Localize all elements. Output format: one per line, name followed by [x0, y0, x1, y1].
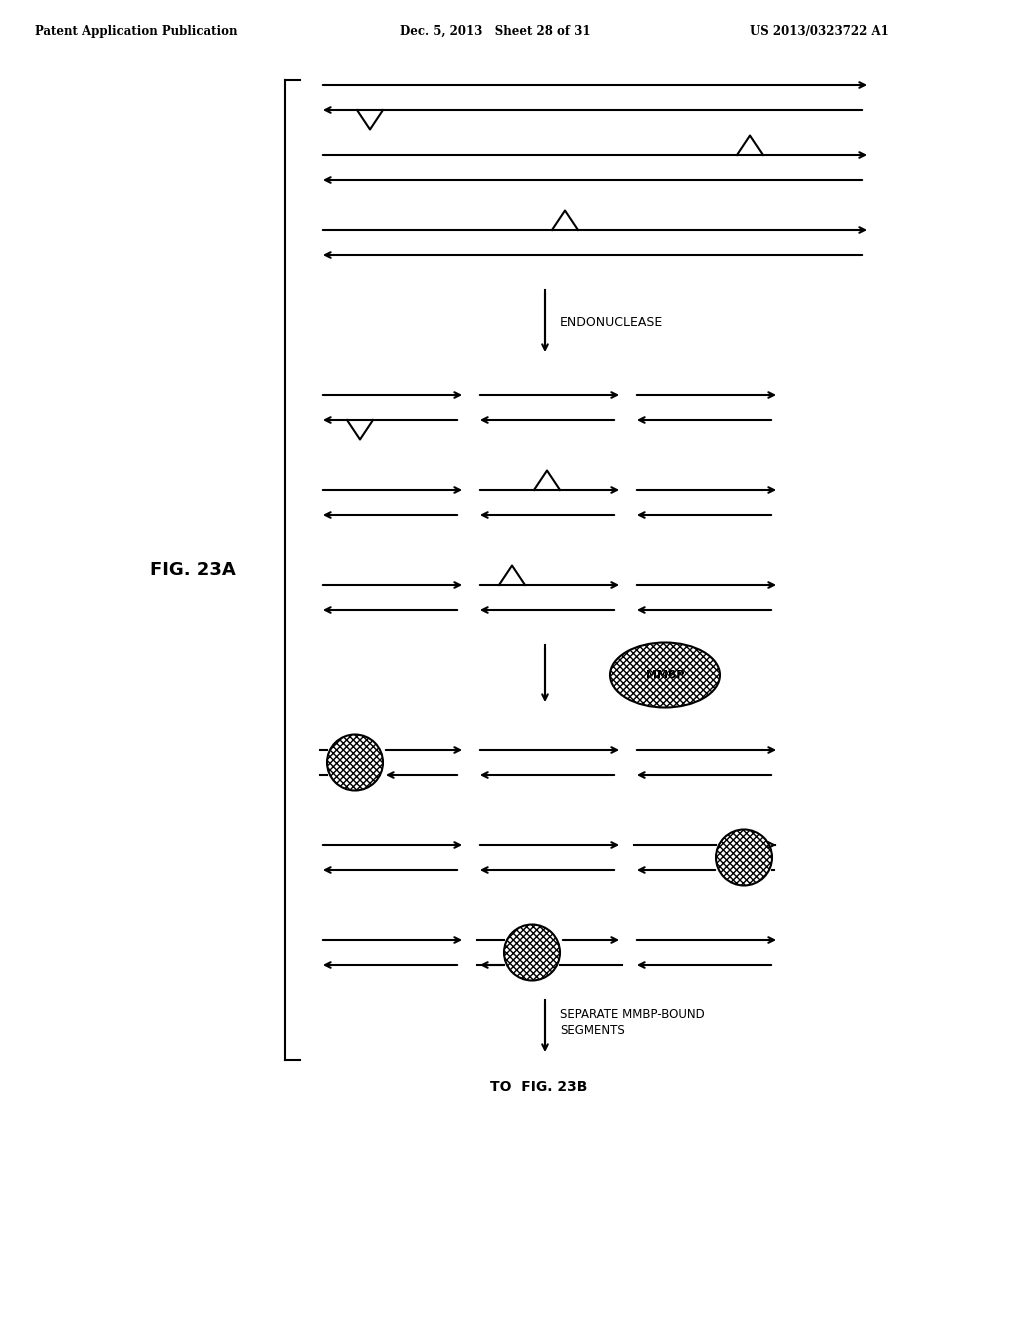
Ellipse shape	[610, 643, 720, 708]
Text: SEPARATE MMBP-BOUND
SEGMENTS: SEPARATE MMBP-BOUND SEGMENTS	[560, 1007, 705, 1038]
Text: Dec. 5, 2013   Sheet 28 of 31: Dec. 5, 2013 Sheet 28 of 31	[400, 25, 591, 38]
Text: TO  FIG. 23B: TO FIG. 23B	[490, 1080, 588, 1094]
Text: MMBP: MMBP	[646, 671, 684, 680]
Text: US 2013/0323722 A1: US 2013/0323722 A1	[750, 25, 889, 38]
Text: ENDONUCLEASE: ENDONUCLEASE	[560, 315, 664, 329]
Circle shape	[327, 734, 383, 791]
Circle shape	[716, 829, 772, 886]
Text: Patent Application Publication: Patent Application Publication	[35, 25, 238, 38]
Text: FIG. 23A: FIG. 23A	[150, 561, 236, 579]
Circle shape	[504, 924, 560, 981]
